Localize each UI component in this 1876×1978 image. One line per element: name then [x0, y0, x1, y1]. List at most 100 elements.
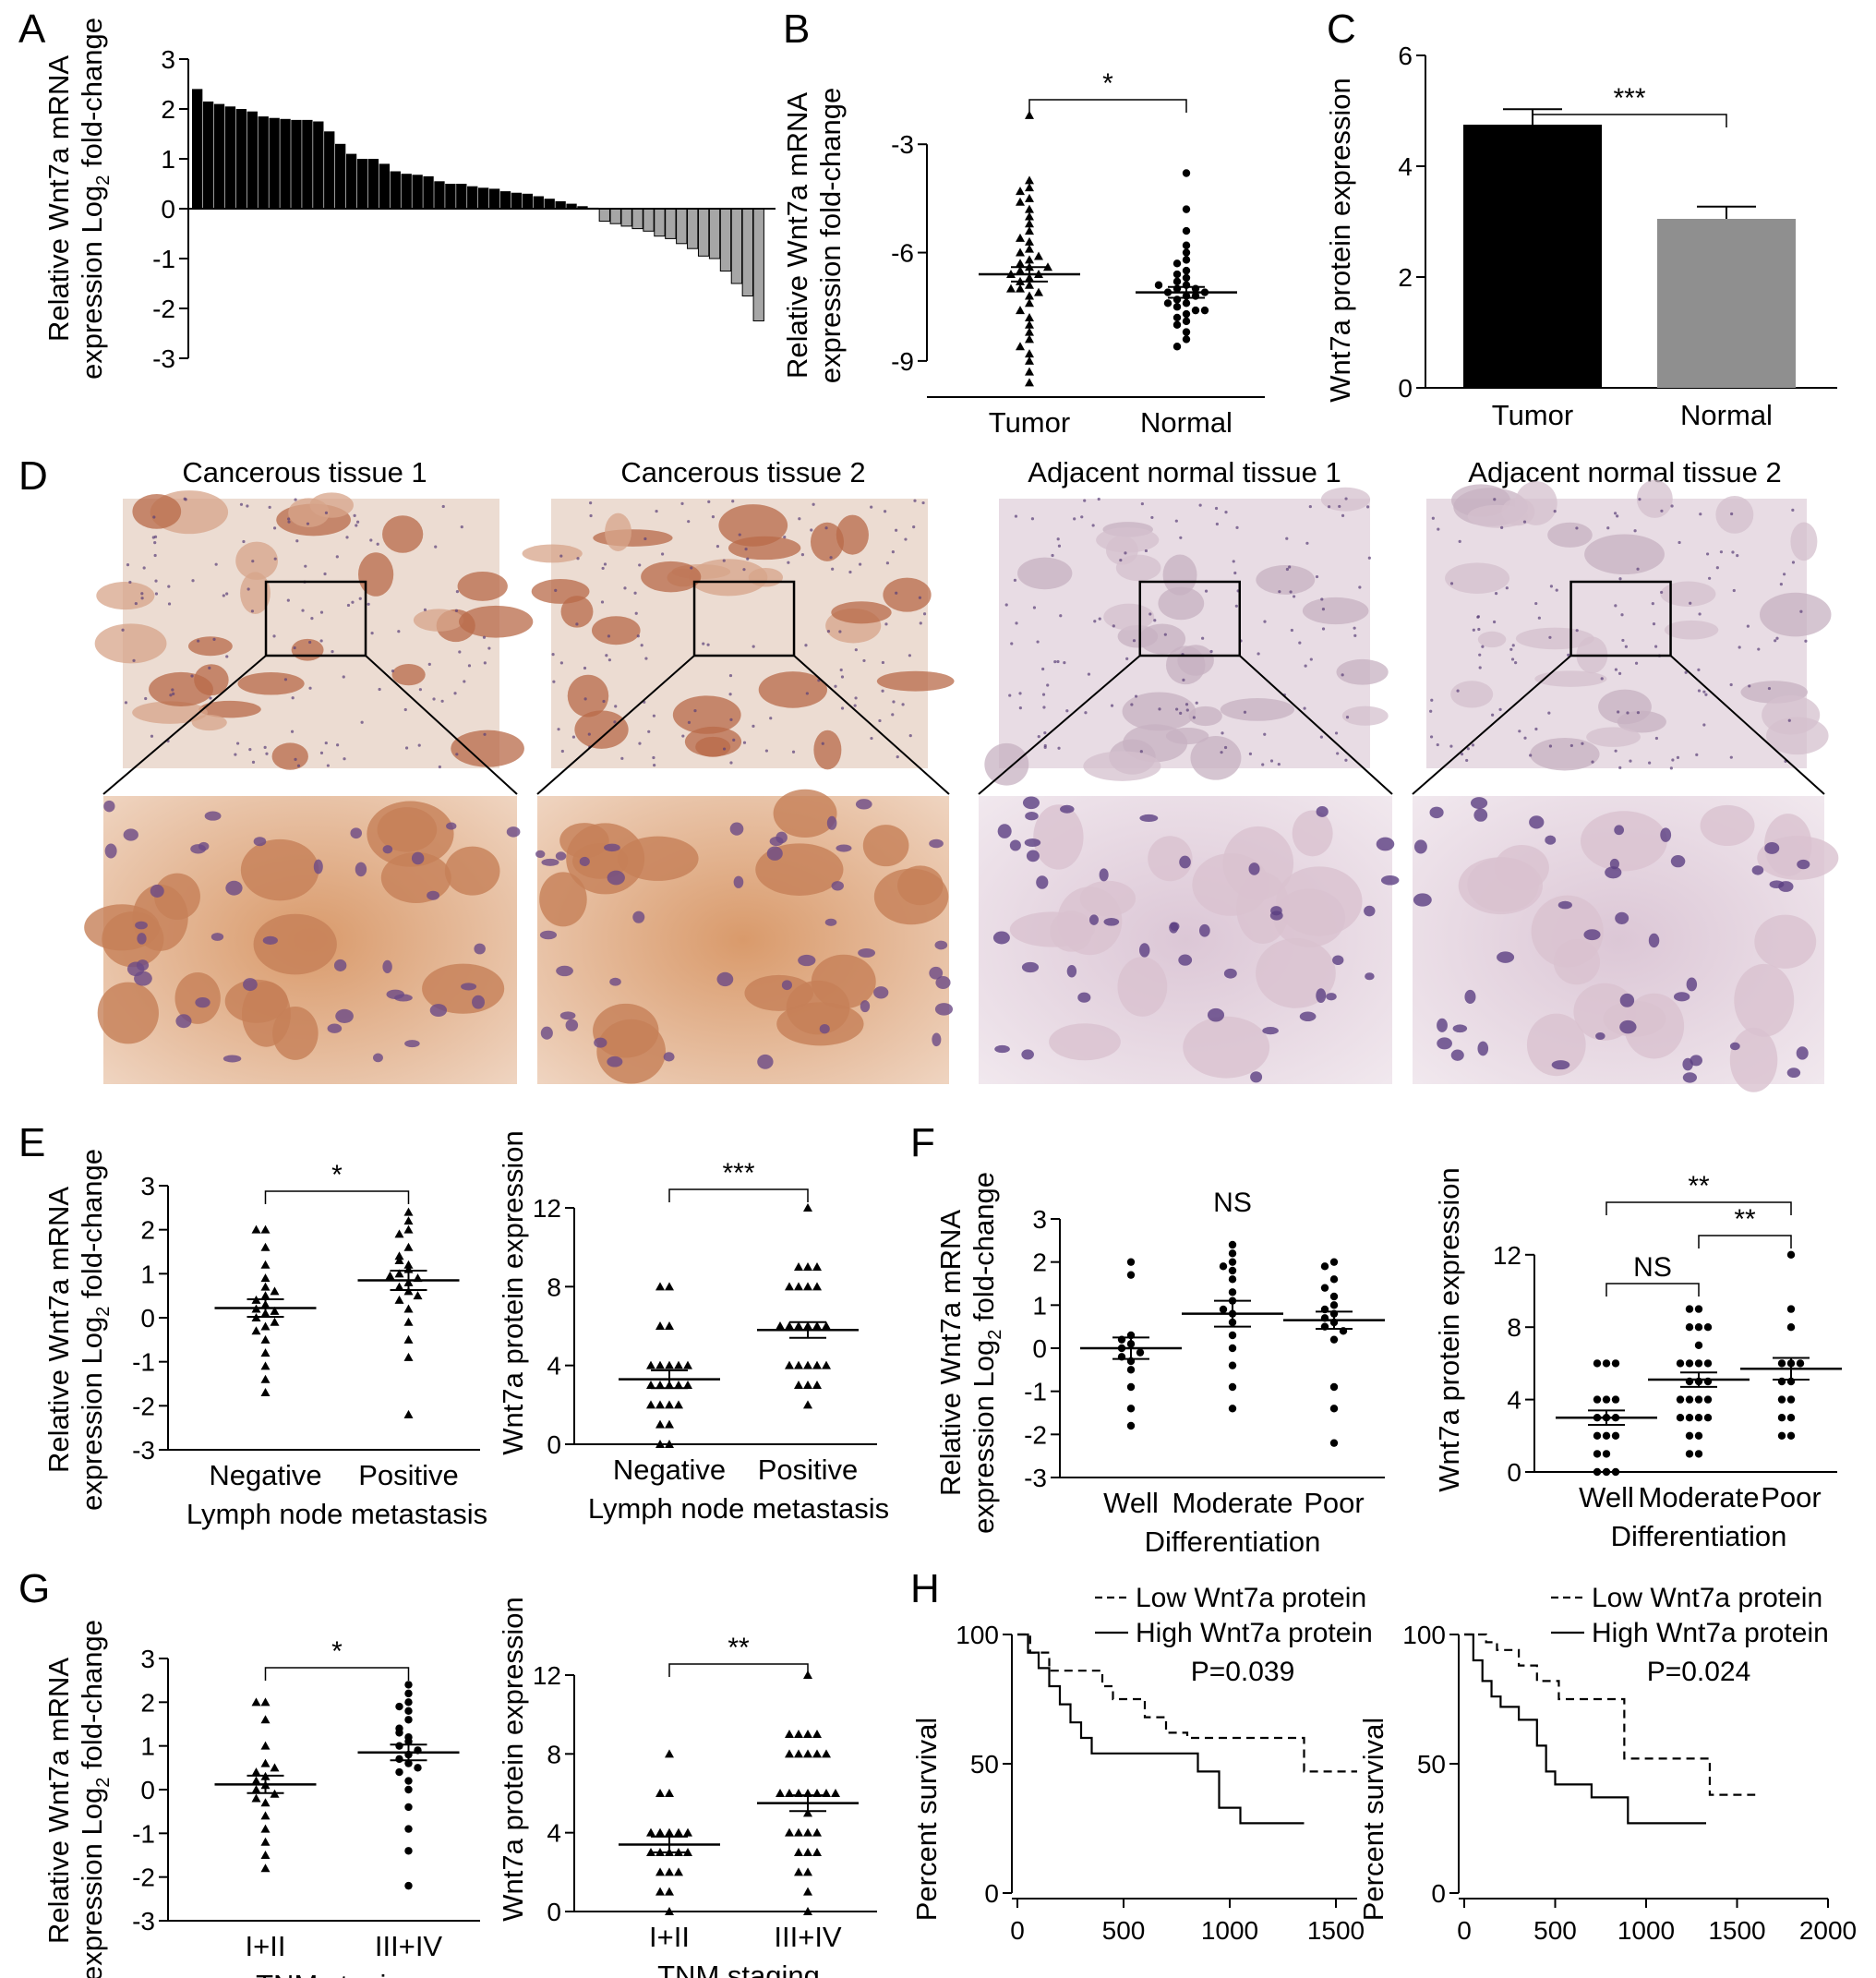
micrograph-low-nucleus-4-38: [1537, 616, 1541, 620]
chart-f2-point-0-15: [1593, 1467, 1602, 1477]
chart-f2-point-2-8: [1786, 1395, 1796, 1404]
micrograph-low-nucleus-1-78: [319, 639, 323, 643]
micrograph-panel: Cancerous tissue 1 Cancerous tissue 2 Ad…: [84, 456, 1839, 1092]
chart-a-ytick-label-1: 2: [161, 95, 175, 124]
micrograph-low-nucleus-3-17: [1153, 619, 1157, 622]
chart-g1-point-0-13: [260, 1824, 271, 1833]
chart-f1-ytick-label-6: -3: [1024, 1464, 1047, 1492]
chart-a-bar-40: [631, 208, 643, 230]
chart-a-ytick-label-4: -1: [152, 245, 175, 273]
chart-e2-xtick-label-0: Negative: [613, 1453, 726, 1486]
chart-c-xtick-label-0: Tumor: [1492, 399, 1573, 431]
micrograph-low-cell-2-11: [672, 695, 741, 734]
micrograph-low-cell-3-19: [1083, 751, 1161, 781]
micrograph-low-nucleus-2-18: [746, 557, 750, 561]
micrograph-low-cell-1-23: [94, 623, 167, 664]
micrograph-title-4: Adjacent normal tissue 2: [1468, 456, 1781, 488]
micrograph-high-nucleus-4-36: [1605, 866, 1622, 879]
chart-f2-point-0-9: [1602, 1431, 1611, 1441]
micrograph-high-cell-3-8: [1256, 938, 1336, 1008]
micrograph-low-nucleus-4-1: [1730, 512, 1734, 516]
micrograph-low-nucleus-2-13: [895, 528, 898, 532]
chart-b-point-0-1: [1025, 175, 1034, 185]
micrograph-high-nucleus-4-16: [1497, 951, 1515, 963]
chart-h2-legend-label-1: High Wnt7a protein: [1592, 1618, 1829, 1648]
chart-f2-point-0-0: [1602, 1359, 1611, 1368]
micrograph-low-nucleus-3-20: [1298, 641, 1302, 645]
chart-e1-ytick-label-2: 1: [140, 1260, 155, 1288]
chart-g2-point-0-11: [665, 1867, 674, 1876]
chart-b-point-1-24: [1172, 320, 1182, 329]
micrograph-low-nucleus-3-74: [1093, 620, 1097, 623]
micrograph-low-nucleus-1-99: [355, 524, 358, 527]
micrograph-high-cell-2-14: [566, 823, 645, 895]
micrograph-low-nucleus-4-77: [1553, 510, 1557, 513]
micrograph-low-nucleus-4-48: [1614, 604, 1617, 608]
chart-a-bar-24: [456, 184, 467, 209]
chart-f2-point-1-20: [1694, 1450, 1703, 1458]
micrograph-low-nucleus-3-117: [1185, 708, 1189, 712]
micrograph-low-nucleus-3-109: [1059, 614, 1063, 618]
micrograph-low-nucleus-1-30: [453, 692, 457, 695]
micrograph-low-nucleus-4-37: [1477, 627, 1481, 632]
chart-e2-point-0-0: [665, 1282, 674, 1291]
chart-b-point-1-31: [1200, 306, 1209, 315]
micrograph-low-nucleus-2-118: [731, 500, 735, 503]
micrograph-zoom-line-left-4: [1412, 655, 1572, 795]
micrograph-low-nucleus-2-26: [728, 673, 733, 678]
micrograph-low-nucleus-1-105: [440, 699, 444, 703]
chart-e2-sig-label: ***: [722, 1158, 754, 1188]
micrograph-low-nucleus-4-5: [1791, 508, 1795, 512]
micrograph-high-nucleus-4-33: [1595, 1031, 1605, 1041]
micrograph-low-nucleus-2-57: [638, 742, 642, 745]
micrograph-high-nucleus-1-30: [262, 935, 278, 945]
micrograph-low-nucleus-2-45: [647, 730, 651, 733]
micrograph-low-nucleus-2-74: [614, 705, 618, 708]
micrograph-high-nucleus-1-13: [150, 884, 164, 898]
micrograph-low-nucleus-1-89: [427, 662, 431, 666]
micrograph-low-cell-1-2: [198, 700, 261, 718]
chart-a-bar-16: [367, 159, 379, 209]
micrograph-low-nucleus-3-32: [1018, 706, 1022, 710]
micrograph-low-nucleus-2-91: [589, 513, 593, 518]
chart-b-point-0-32: [1016, 342, 1025, 351]
micrograph-high-nucleus-4-29: [1682, 1072, 1698, 1083]
micrograph-low-cell-2-19: [718, 504, 788, 547]
micrograph-high-nucleus-3-10: [1025, 811, 1039, 821]
chart-h1-xtick-label-1: 500: [1102, 1916, 1146, 1945]
micrograph-low-nucleus-2-29: [583, 666, 587, 670]
chart-g2-point-1-4: [785, 1730, 794, 1738]
chart-g2-point-1-24: [794, 1867, 803, 1876]
micrograph-low-nucleus-2-49: [853, 704, 857, 707]
micrograph-low-nucleus-4-83: [1600, 677, 1604, 681]
micrograph-low-nucleus-1-115: [142, 566, 146, 570]
chart-a-bar-21: [423, 175, 434, 209]
micrograph-low-nucleus-1-25: [287, 517, 291, 521]
micrograph-low-nucleus-2-106: [787, 561, 790, 564]
chart-e2-point-0-11: [646, 1381, 655, 1389]
micrograph-low-nucleus-4-106: [1614, 668, 1618, 671]
micrograph-low-nucleus-2-94: [660, 552, 665, 556]
micrograph-low-nucleus-2-38: [878, 718, 882, 723]
micrograph-low-cell-4-16: [1617, 710, 1666, 733]
chart-e2-point-1-3: [812, 1262, 822, 1271]
micrograph-high-nucleus-3-4: [1223, 968, 1237, 979]
micrograph-low-cell-1-0: [291, 638, 324, 661]
micrograph-high-nucleus-2-20: [535, 850, 546, 859]
chart-g1-point-1-1: [404, 1689, 413, 1698]
chart-g2-point-0-0: [665, 1749, 674, 1758]
micrograph-low-nucleus-4-14: [1729, 755, 1733, 759]
micrograph-low-nucleus-1-4: [124, 701, 128, 705]
chart-g1-point-0-4: [260, 1758, 271, 1767]
chart-g2-point-1-8: [785, 1749, 794, 1758]
chart-b-point-0-18: [1016, 266, 1025, 275]
micrograph-low-nucleus-1-60: [208, 666, 211, 669]
chart-f1-sig-label: NS: [1213, 1188, 1252, 1218]
panel-label-d: D: [18, 453, 48, 499]
chart-f1-point-2-0: [1329, 1258, 1339, 1266]
chart-g1-point-1-14: [395, 1767, 403, 1777]
micrograph-high-nucleus-2-18: [663, 1052, 675, 1062]
micrograph-low-cell-4-7: [1450, 681, 1494, 708]
micrograph-low-nucleus-1-6: [248, 748, 252, 752]
micrograph-low-nucleus-3-9: [1018, 692, 1022, 695]
